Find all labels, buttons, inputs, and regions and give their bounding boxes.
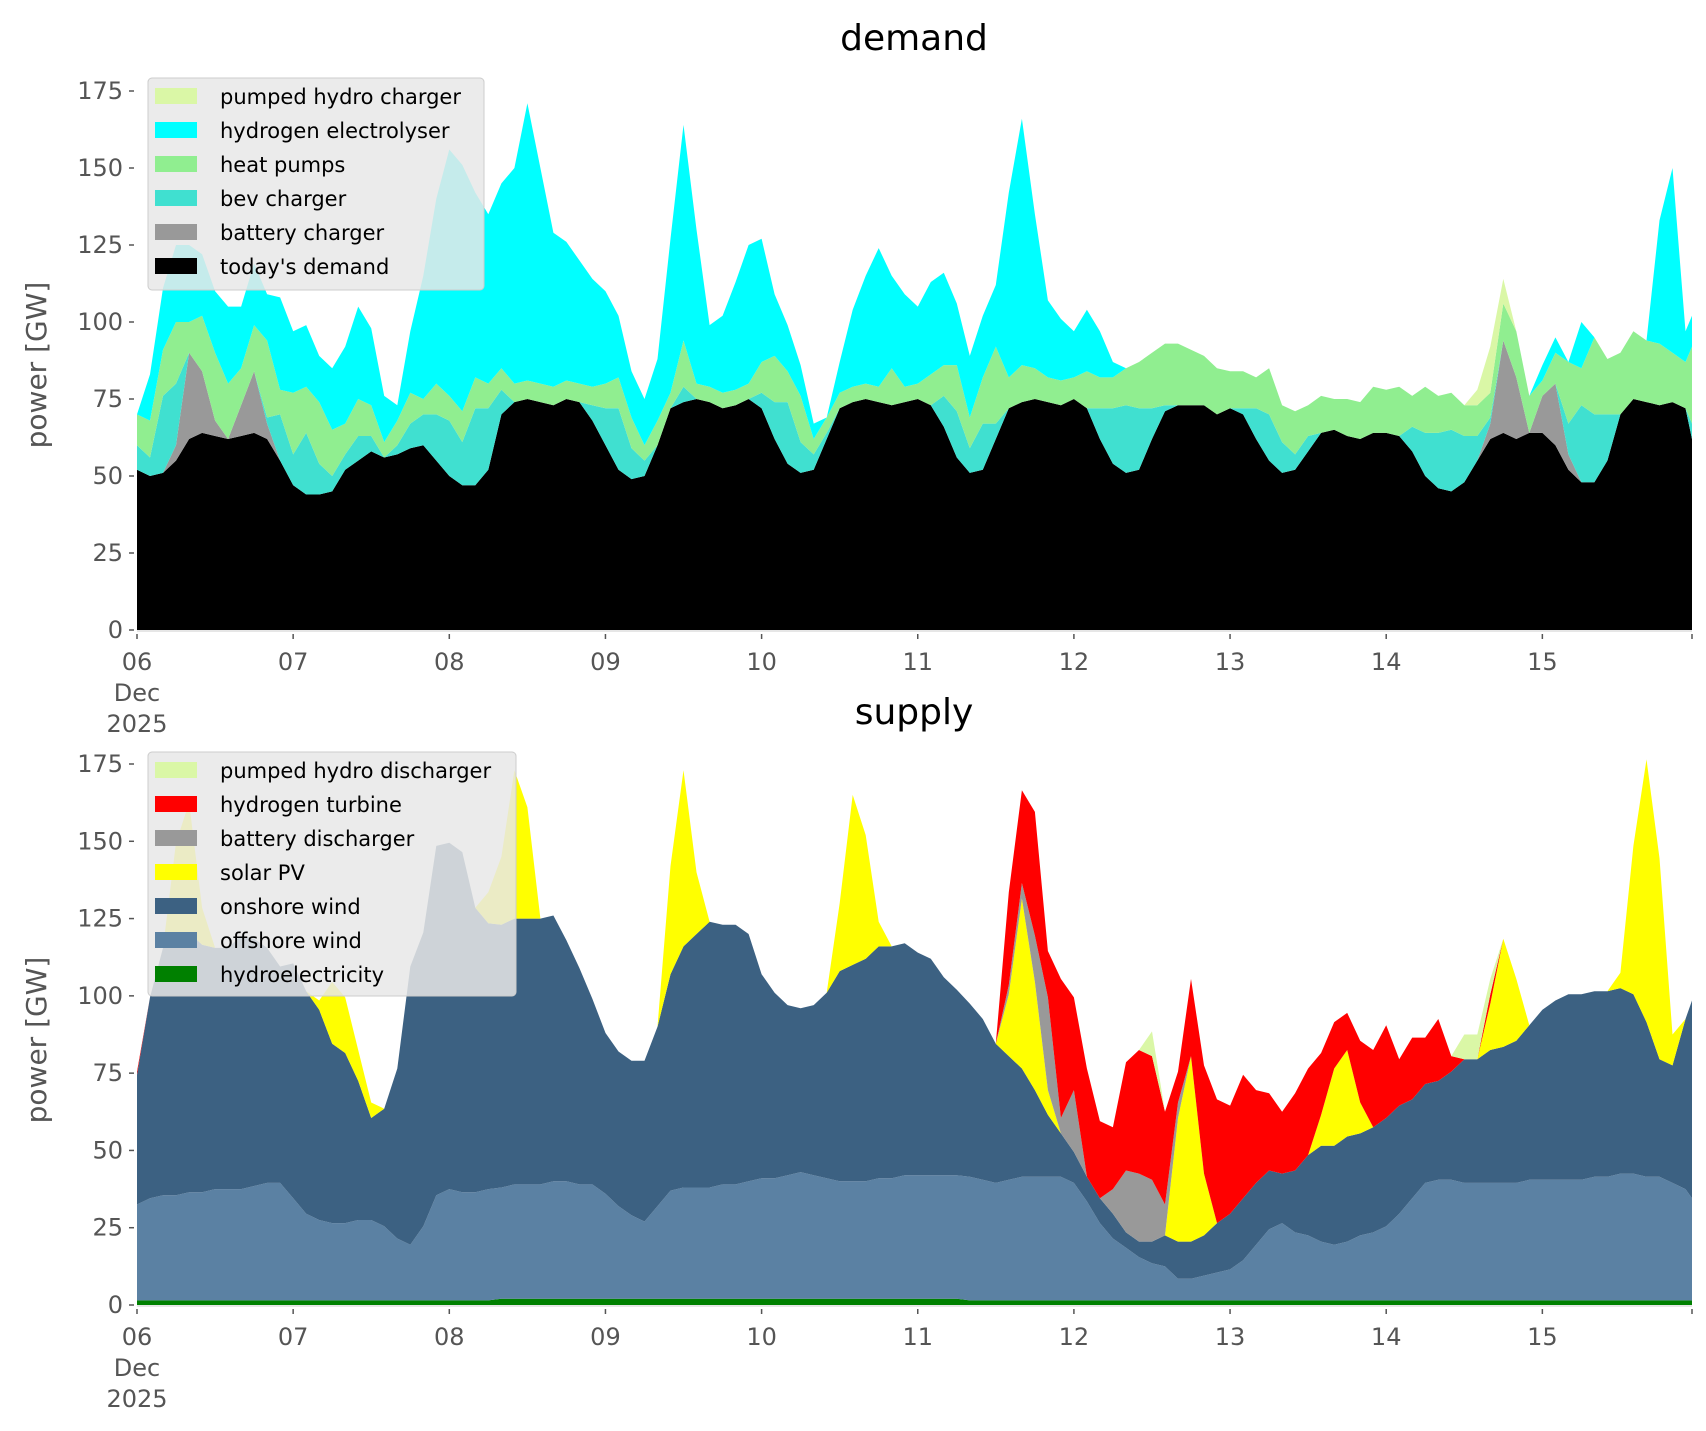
y-tick-label: 50 <box>92 1136 123 1164</box>
x-tick-sublabel: 2025 <box>106 710 167 738</box>
y-tick-label: 175 <box>77 77 123 105</box>
x-tick-label: 14 <box>1371 648 1402 676</box>
y-tick-label: 75 <box>92 1059 123 1087</box>
x-tick-sublabel: Dec <box>114 1354 160 1382</box>
legend-swatch <box>155 762 197 778</box>
x-tick-label: 15 <box>1527 648 1558 676</box>
y-tick-label: 125 <box>77 231 123 259</box>
y-tick-label: 50 <box>92 462 123 490</box>
x-tick-label: 07 <box>278 648 309 676</box>
supply-axes: 0 25 50 75 100 125 150 175 06 Dec 2025 07 08 09 10 11 12… <box>77 750 1693 1413</box>
x-tick-label: 08 <box>434 648 465 676</box>
legend-label: solar PV <box>220 861 305 885</box>
y-tick-label: 0 <box>108 1291 123 1319</box>
legend-swatch <box>155 898 197 914</box>
supply-area-solar-pv <box>137 759 1692 1242</box>
x-tick-sublabel: Dec <box>114 679 160 707</box>
legend-swatch <box>155 122 197 138</box>
demand-area-hydrogen-electrolyser <box>137 103 1692 446</box>
demand-title: demand <box>840 18 988 59</box>
supply-areas <box>137 759 1692 1305</box>
legend-swatch <box>155 830 197 846</box>
legend-label: hydrogen electrolyser <box>220 119 450 143</box>
legend-label: pumped hydro charger <box>220 85 461 109</box>
legend-box <box>147 751 517 997</box>
legend-label: heat pumps <box>220 153 345 177</box>
legend-label: bev charger <box>220 187 347 211</box>
x-tick-label: 06 <box>122 1323 153 1351</box>
x-tick-label: 08 <box>434 1323 465 1351</box>
y-tick-label: 150 <box>77 827 123 855</box>
legend-label: onshore wind <box>220 895 361 919</box>
legend-swatch <box>155 156 197 172</box>
legend-swatch <box>155 258 197 274</box>
legend-swatch <box>155 966 197 982</box>
x-tick-label: 06 <box>122 648 153 676</box>
y-tick-label: 175 <box>77 750 123 778</box>
supply-area-offshore-wind <box>137 1172 1692 1301</box>
supply-ylabel: power [GW] <box>20 957 53 1124</box>
y-tick-label: 150 <box>77 154 123 182</box>
y-tick-label: 0 <box>108 616 123 644</box>
legend-label: today's demand <box>220 255 389 279</box>
legend-swatch <box>155 224 197 240</box>
x-tick-label: 11 <box>902 648 933 676</box>
y-tick-label: 75 <box>92 385 123 413</box>
x-tick-label: 14 <box>1371 1323 1402 1351</box>
y-tick-label: 25 <box>92 539 123 567</box>
supply-area-onshore-wind <box>137 842 1692 1279</box>
y-tick-label: 100 <box>77 308 123 336</box>
supply-title: supply <box>855 692 974 733</box>
x-tick-label: 13 <box>1215 1323 1246 1351</box>
x-tick-label: 13 <box>1215 648 1246 676</box>
demand-legend: pumped hydro charger hydrogen electrolyse… <box>147 77 485 291</box>
legend-swatch <box>155 864 197 880</box>
x-tick-label: 09 <box>590 1323 621 1351</box>
x-tick-label: 11 <box>902 1323 933 1351</box>
x-tick-label: 10 <box>746 1323 777 1351</box>
demand-areas <box>137 103 1692 630</box>
legend-label: battery discharger <box>220 827 415 851</box>
supply-legend: pumped hydro discharger hydrogen turbine b… <box>147 751 517 997</box>
x-tick-label: 07 <box>278 1323 309 1351</box>
x-tick-sublabel: 2025 <box>106 1385 167 1413</box>
demand-area-heat-pumps <box>137 303 1692 476</box>
demand-axes: 0 25 50 75 100 125 150 175 06 Dec 2025 07 08 09 10 11 12… <box>77 77 1693 738</box>
x-tick-label: 09 <box>590 648 621 676</box>
x-tick-label: 15 <box>1527 1323 1558 1351</box>
legend-box <box>147 77 485 291</box>
legend-label: offshore wind <box>220 929 362 953</box>
supply-area-hydroelectricity <box>137 1298 1692 1305</box>
legend-label: battery charger <box>220 221 385 245</box>
legend-swatch <box>155 88 197 104</box>
demand-area-today-s-demand <box>137 399 1692 630</box>
x-tick-label: 12 <box>1059 1323 1090 1351</box>
legend-swatch <box>155 796 197 812</box>
legend-swatch <box>155 932 197 948</box>
demand-area-bev-charger <box>137 340 1692 495</box>
y-tick-label: 25 <box>92 1214 123 1242</box>
x-tick-label: 10 <box>746 648 777 676</box>
legend-label: hydrogen turbine <box>220 793 402 817</box>
legend-label: hydroelectricity <box>220 963 384 987</box>
legend-label: pumped hydro discharger <box>220 759 491 783</box>
y-tick-label: 100 <box>77 982 123 1010</box>
x-tick-label: 12 <box>1059 648 1090 676</box>
y-tick-label: 125 <box>77 905 123 933</box>
demand-ylabel: power [GW] <box>20 282 53 449</box>
legend-swatch <box>155 190 197 206</box>
supply-area-hydrogen-turbine <box>137 759 1692 1224</box>
